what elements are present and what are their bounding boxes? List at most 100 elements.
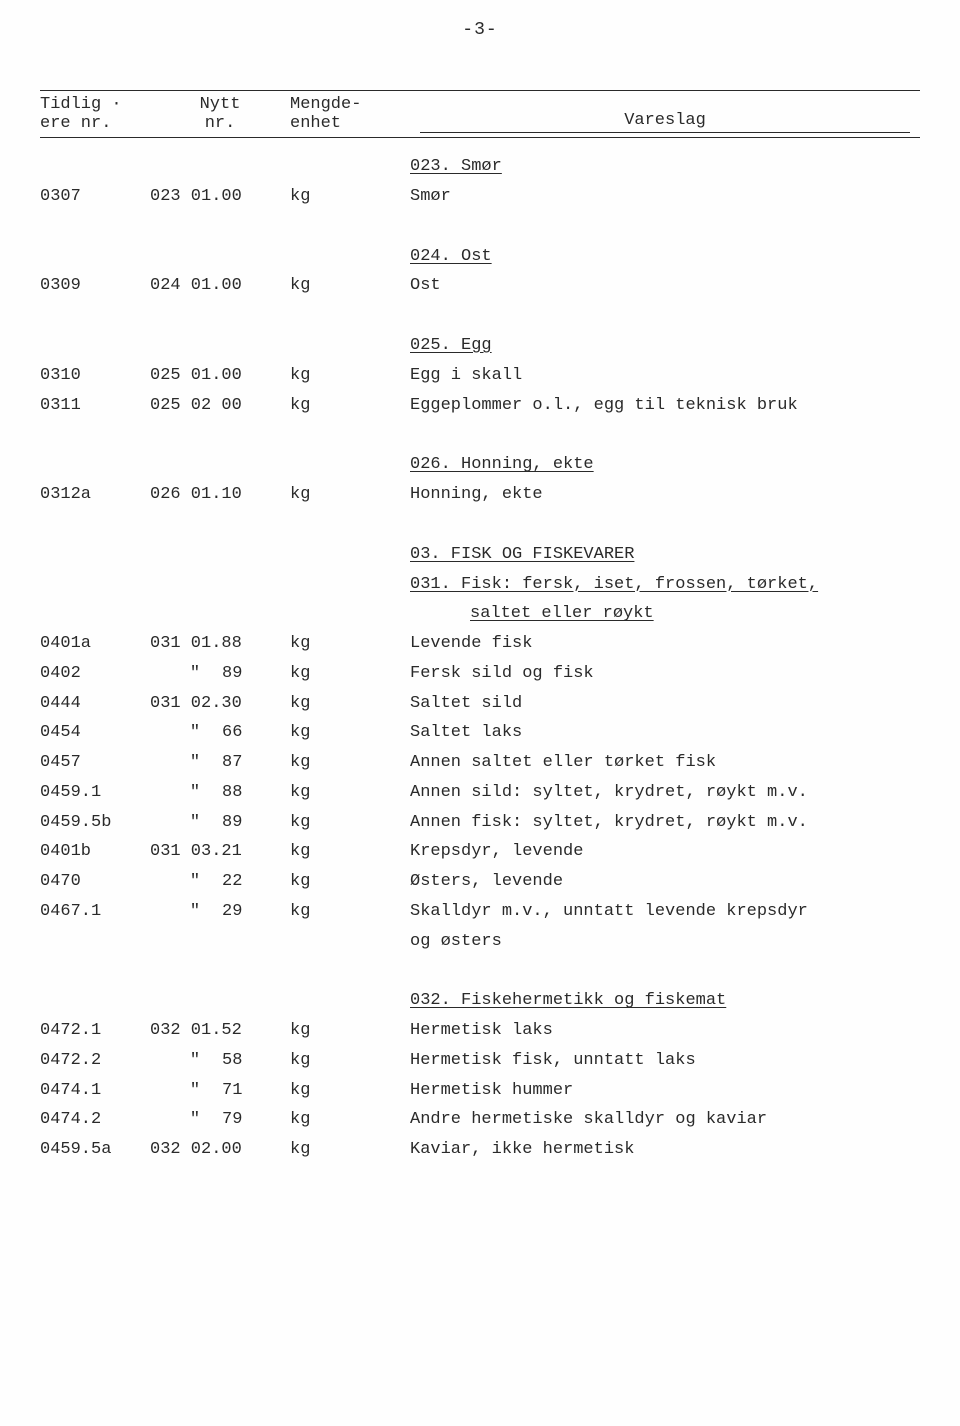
row-spacer — [40, 420, 920, 450]
table-row: 0444031 02.30kgSaltet sild — [40, 689, 920, 719]
cell-col1 — [40, 540, 150, 570]
cell-col3 — [290, 450, 410, 480]
cell-col2 — [150, 242, 290, 272]
cell-col4: 025. Egg — [410, 331, 920, 361]
cell-col4: Østers, levende — [410, 867, 920, 897]
cell-col4: 024. Ost — [410, 242, 920, 272]
cell-col4: Ost — [410, 271, 920, 301]
cell-col3: kg — [290, 629, 410, 659]
section-title: 031. Fisk: fersk, iset, frossen, tørket, — [410, 575, 818, 594]
table-row: 0472.1032 01.52kgHermetisk laks — [40, 1016, 920, 1046]
table-row: 03. FISK OG FISKEVARER — [40, 540, 920, 570]
cell-col4: Krepsdyr, levende — [410, 837, 920, 867]
cell-col4: Andre hermetiske skalldyr og kaviar — [410, 1105, 920, 1135]
cell-col2 — [150, 570, 290, 600]
cell-col1 — [40, 599, 150, 629]
header-col1: Tidlig · ere nr. — [40, 95, 150, 133]
cell-col3: kg — [290, 1105, 410, 1135]
section-title: 03. FISK OG FISKEVARER — [410, 545, 634, 564]
header-col2-line1: Nytt — [150, 95, 290, 114]
header-col3-line1: Mengde- — [290, 95, 410, 114]
cell-col2: 024 01.00 — [150, 271, 290, 301]
header-col4: Vareslag — [420, 111, 910, 133]
cell-col2 — [150, 331, 290, 361]
cell-col1 — [40, 986, 150, 1016]
cell-col1: 0307 — [40, 182, 150, 212]
cell-col1: 0470 — [40, 867, 150, 897]
cell-col1: 0459.5b — [40, 808, 150, 838]
cell-col2: 025 01.00 — [150, 361, 290, 391]
ditto-suffix: 79 — [222, 1105, 242, 1135]
cell-col4: og østers — [410, 927, 920, 957]
cell-col4: saltet eller røykt — [410, 599, 920, 629]
cell-col1: 0401b — [40, 837, 150, 867]
section-title: 026. Honning, ekte — [410, 455, 594, 474]
cell-col3: kg — [290, 718, 410, 748]
table-row: 0401a031 01.88kgLevende fisk — [40, 629, 920, 659]
ditto-mark: " — [168, 897, 222, 927]
row-spacer — [40, 956, 920, 986]
cell-col2: "89 — [150, 808, 290, 838]
ditto-mark: " — [168, 748, 222, 778]
cell-col3: kg — [290, 480, 410, 510]
cell-col2 — [150, 986, 290, 1016]
header-col1-line1: Tidlig · — [40, 95, 150, 114]
cell-col4: Saltet sild — [410, 689, 920, 719]
ditto-mark: " — [168, 867, 222, 897]
ditto-suffix: 71 — [222, 1076, 242, 1106]
section-title: 025. Egg — [410, 336, 492, 355]
cell-col3 — [290, 331, 410, 361]
table-row: saltet eller røykt — [40, 599, 920, 629]
cell-col4: Kaviar, ikke hermetisk — [410, 1135, 920, 1165]
ditto-suffix: 58 — [222, 1046, 242, 1076]
cell-col1: 0457 — [40, 748, 150, 778]
header-col3-line2: enhet — [290, 114, 410, 133]
cell-col4: Hermetisk laks — [410, 1016, 920, 1046]
cell-col3: kg — [290, 659, 410, 689]
cell-col2: 026 01.10 — [150, 480, 290, 510]
cell-col2: 023 01.00 — [150, 182, 290, 212]
cell-col1: 0309 — [40, 271, 150, 301]
cell-col1 — [40, 927, 150, 957]
cell-col2: 032 01.52 — [150, 1016, 290, 1046]
cell-col2 — [150, 540, 290, 570]
table-row: 026. Honning, ekte — [40, 450, 920, 480]
section-title: 023. Smør — [410, 157, 502, 176]
cell-col3: kg — [290, 391, 410, 421]
ditto-mark: " — [168, 1046, 222, 1076]
cell-col1 — [40, 242, 150, 272]
cell-col2: 025 02 00 — [150, 391, 290, 421]
cell-col4: Saltet laks — [410, 718, 920, 748]
cell-col4: Skalldyr m.v., unntatt levende krepsdyr — [410, 897, 920, 927]
section-title: 032. Fiskehermetikk og fiskemat — [410, 991, 726, 1010]
ditto-suffix: 88 — [222, 778, 242, 808]
table-row: 0309024 01.00kgOst — [40, 271, 920, 301]
cell-col3 — [290, 570, 410, 600]
ditto-suffix: 29 — [222, 897, 242, 927]
table-row: 0401b031 03.21kgKrepsdyr, levende — [40, 837, 920, 867]
page-number: -3- — [40, 20, 920, 40]
ditto-suffix: 87 — [222, 748, 242, 778]
cell-col2: "29 — [150, 897, 290, 927]
cell-col3: kg — [290, 748, 410, 778]
header-col3: Mengde- enhet — [290, 95, 410, 133]
table-row: 032. Fiskehermetikk og fiskemat — [40, 986, 920, 1016]
cell-col2: "66 — [150, 718, 290, 748]
cell-col2: 032 02.00 — [150, 1135, 290, 1165]
cell-col3: kg — [290, 897, 410, 927]
cell-col4: 031. Fisk: fersk, iset, frossen, tørket, — [410, 570, 920, 600]
table-row: 0311025 02 00kgEggeplommer o.l., egg til… — [40, 391, 920, 421]
cell-col3 — [290, 927, 410, 957]
cell-col1: 0444 — [40, 689, 150, 719]
table-row: 0467.1"29kgSkalldyr m.v., unntatt levend… — [40, 897, 920, 927]
table-row: 0312a026 01.10kgHonning, ekte — [40, 480, 920, 510]
table-row: 031. Fisk: fersk, iset, frossen, tørket, — [40, 570, 920, 600]
section-title: saltet eller røykt — [470, 604, 654, 623]
cell-col3: kg — [290, 271, 410, 301]
table-row: 0474.2"79kgAndre hermetiske skalldyr og … — [40, 1105, 920, 1135]
cell-col1: 0401a — [40, 629, 150, 659]
cell-col1 — [40, 450, 150, 480]
cell-col4: 023. Smør — [410, 152, 920, 182]
section-title: 024. Ost — [410, 247, 492, 266]
header-col1-line2: ere nr. — [40, 114, 150, 133]
